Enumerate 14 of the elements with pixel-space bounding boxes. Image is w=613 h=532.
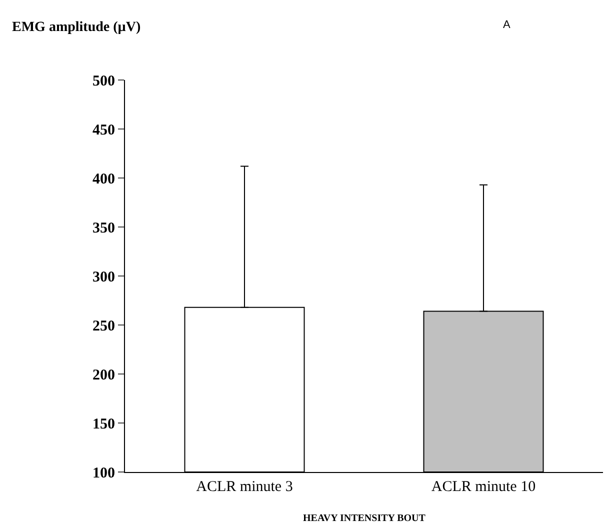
- y-tick-label: 100: [92, 465, 115, 482]
- y-tick-label: 400: [92, 171, 115, 188]
- y-tick-label: 300: [92, 269, 115, 286]
- y-tick-label: 450: [92, 122, 115, 138]
- x-axis-title: HEAVY INTENSITY BOUT: [303, 513, 426, 524]
- y-tick-label: 200: [92, 367, 115, 384]
- x-tick-label: ACLR minute 10: [431, 479, 536, 495]
- y-tick-label: 350: [92, 220, 115, 236]
- y-axis-title: EMG amplitude (µV): [12, 20, 141, 35]
- y-tick-label: 150: [92, 416, 115, 432]
- x-tick-label: ACLR minute 3: [196, 479, 293, 495]
- y-tick-label: 250: [92, 318, 115, 334]
- y-tick-label: 500: [92, 73, 115, 90]
- text: A: [503, 19, 511, 31]
